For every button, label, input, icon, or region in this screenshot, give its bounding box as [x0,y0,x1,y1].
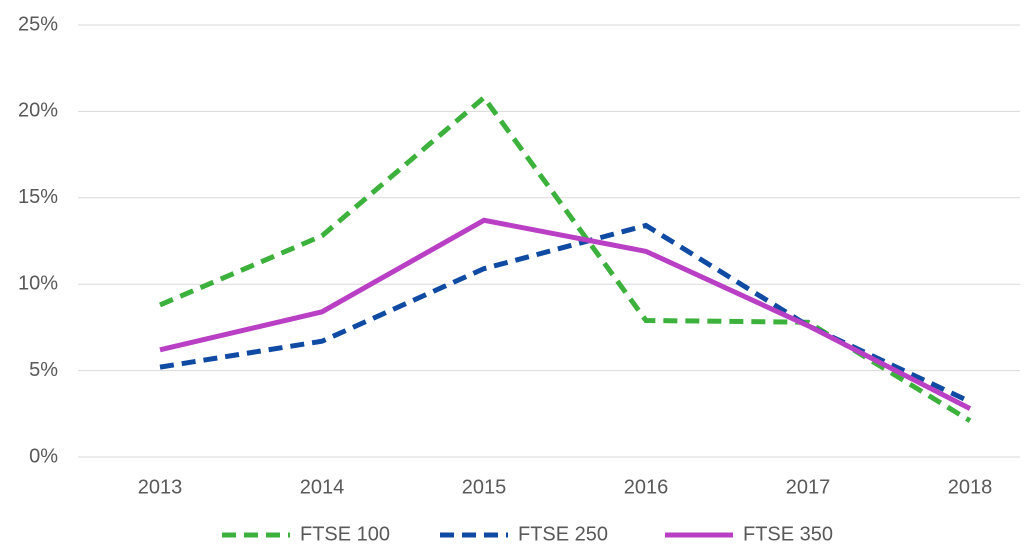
y-tick-label: 25% [18,13,58,35]
legend-label: FTSE 100 [300,523,390,545]
y-tick-label: 10% [18,272,58,294]
x-tick-label: 2017 [786,476,831,498]
series-line [159,217,972,411]
x-tick-label: 2013 [138,476,183,498]
x-tick-label: 2015 [462,476,507,498]
y-tick-label: 15% [18,186,58,208]
x-tick-label: 2014 [300,476,345,498]
legend-label: FTSE 350 [743,523,833,545]
y-tick-label: 20% [18,100,58,122]
series-line [159,93,972,423]
legend-label: FTSE 250 [518,523,608,545]
x-tick-label: 2016 [624,476,669,498]
x-tick-label: 2018 [948,476,993,498]
y-tick-label: 5% [29,359,58,381]
y-tick-label: 0% [29,445,58,467]
